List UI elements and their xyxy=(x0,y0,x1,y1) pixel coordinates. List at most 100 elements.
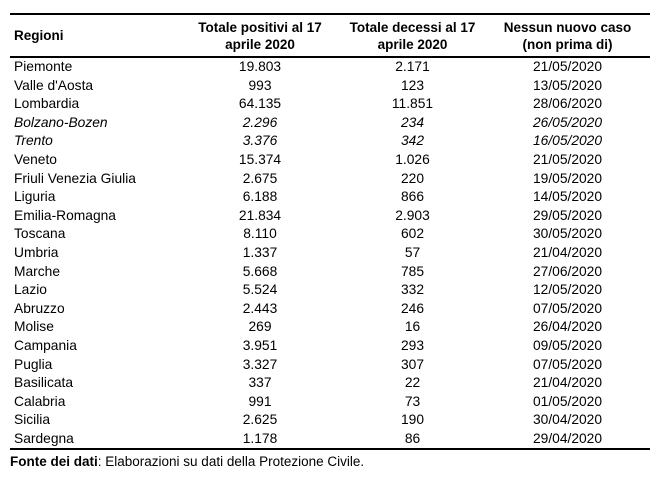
positivi-cell: 993 xyxy=(248,77,272,93)
date-cell: 16/05/2020 xyxy=(532,133,603,149)
table-row: Puglia 3.327 307 07/05/2020 xyxy=(10,356,650,375)
table-row: Calabria 991 73 01/05/2020 xyxy=(10,393,650,412)
date-cell: 07/05/2020 xyxy=(532,356,603,372)
column-header-label: Nessun nuovo caso xyxy=(503,19,632,35)
regions-table-container: Regioni Totale positivi al 17 aprile 202… xyxy=(10,13,650,470)
table-row: Umbria 1.337 57 21/04/2020 xyxy=(10,244,650,263)
table-row: Trento 3.376 342 16/05/2020 xyxy=(10,132,650,151)
positivi-cell: 1.337 xyxy=(242,244,278,260)
date-cell: 28/06/2020 xyxy=(532,96,603,112)
table-row: Toscana 8.110 602 30/05/2020 xyxy=(10,225,650,244)
decessi-cell: 86 xyxy=(404,430,421,446)
decessi-cell: 57 xyxy=(404,244,421,260)
positivi-cell: 3.376 xyxy=(242,133,278,149)
positivi-cell: 64.135 xyxy=(238,96,282,112)
decessi-cell: 123 xyxy=(400,77,425,93)
decessi-cell: 234 xyxy=(400,114,425,130)
region-cell: Basilicata xyxy=(14,375,74,391)
decessi-cell: 332 xyxy=(400,282,425,298)
table-row: Bolzano-Bozen 2.296 234 26/05/2020 xyxy=(10,114,650,133)
decessi-cell: 2.903 xyxy=(395,207,430,223)
column-header-totale-decessi: Totale decessi al 17 aprile 2020 xyxy=(340,14,485,58)
positivi-cell: 991 xyxy=(248,393,272,409)
date-cell: 09/05/2020 xyxy=(532,337,603,353)
column-header-totale-positivi: Totale positivi al 17 aprile 2020 xyxy=(180,14,340,58)
table-row: Campania 3.951 293 09/05/2020 xyxy=(10,337,650,356)
table-row: Veneto 15.374 1.026 21/05/2020 xyxy=(10,151,650,170)
decessi-cell: 16 xyxy=(404,319,421,335)
table-row: Molise 269 16 26/04/2020 xyxy=(10,318,650,337)
column-header-label: aprile 2020 xyxy=(225,36,295,52)
table-row: Piemonte 19.803 2.171 21/05/2020 xyxy=(10,57,650,77)
positivi-cell: 5.524 xyxy=(242,282,278,298)
decessi-cell: 342 xyxy=(400,133,425,149)
region-cell: Liguria xyxy=(14,189,56,205)
column-header-label: Totale decessi al 17 xyxy=(349,19,476,35)
date-cell: 30/04/2020 xyxy=(532,412,603,428)
header-row: Regioni Totale positivi al 17 aprile 202… xyxy=(10,14,650,58)
date-cell: 12/05/2020 xyxy=(532,282,603,298)
region-cell: Sicilia xyxy=(14,412,51,428)
positivi-cell: 1.178 xyxy=(242,430,278,446)
positivi-cell: 269 xyxy=(248,319,272,335)
date-cell: 01/05/2020 xyxy=(532,393,603,409)
positivi-cell: 2.443 xyxy=(242,300,278,316)
date-cell: 26/04/2020 xyxy=(532,319,603,335)
positivi-cell: 8.110 xyxy=(243,226,277,242)
column-header-nessun-nuovo-caso: Nessun nuovo caso (non prima di) xyxy=(485,14,650,58)
decessi-cell: 2.171 xyxy=(395,59,430,74)
positivi-cell: 2.675 xyxy=(242,170,278,186)
table-header: Regioni Totale positivi al 17 aprile 202… xyxy=(10,14,650,58)
column-header-label: aprile 2020 xyxy=(377,36,448,52)
table-row: Liguria 6.188 866 14/05/2020 xyxy=(10,188,650,207)
decessi-cell: 866 xyxy=(400,189,425,205)
date-cell: 07/05/2020 xyxy=(532,300,603,316)
positivi-cell: 15.374 xyxy=(238,151,282,167)
column-header-regioni: Regioni xyxy=(10,14,180,58)
column-header-label: (non prima di) xyxy=(522,36,613,52)
date-cell: 27/06/2020 xyxy=(532,263,603,279)
decessi-cell: 73 xyxy=(404,393,421,409)
region-cell: Sardegna xyxy=(14,430,74,446)
date-cell: 21/04/2020 xyxy=(532,244,603,260)
positivi-cell: 3.951 xyxy=(242,337,278,353)
regions-data-table: Regioni Totale positivi al 17 aprile 202… xyxy=(10,13,650,451)
decessi-cell: 220 xyxy=(400,170,425,186)
region-cell: Calabria xyxy=(14,393,66,409)
decessi-cell: 22 xyxy=(404,375,421,391)
date-cell: 19/05/2020 xyxy=(532,170,603,186)
date-cell: 21/04/2020 xyxy=(532,375,603,391)
date-cell: 29/04/2020 xyxy=(532,430,603,446)
region-cell: Bolzano-Bozen xyxy=(14,114,108,130)
decessi-cell: 1.026 xyxy=(395,151,430,167)
table-row: Sardegna 1.178 86 29/04/2020 xyxy=(10,430,650,450)
region-cell: Piemonte xyxy=(14,59,73,74)
date-cell: 30/05/2020 xyxy=(532,226,603,242)
table-row: Marche 5.668 785 27/06/2020 xyxy=(10,263,650,282)
positivi-cell: 2.296 xyxy=(242,114,278,130)
source-note-text: : Elaborazioni su dati della Protezione … xyxy=(97,454,365,470)
region-cell: Lazio xyxy=(14,282,47,298)
table-row: Lombardia 64.135 11.851 28/06/2020 xyxy=(10,95,650,114)
source-note-label: Fonte dei dati xyxy=(10,454,98,470)
region-cell: Molise xyxy=(14,319,54,335)
decessi-cell: 785 xyxy=(400,263,425,279)
region-cell: Marche xyxy=(14,263,61,279)
region-cell: Toscana xyxy=(14,226,66,242)
positivi-cell: 21.834 xyxy=(238,207,282,223)
column-header-label: Totale positivi al 17 xyxy=(198,19,322,35)
table-row: Friuli Venezia Giulia 2.675 220 19/05/2020 xyxy=(10,170,650,189)
decessi-cell: 246 xyxy=(400,300,425,316)
positivi-cell: 19.803 xyxy=(238,59,282,74)
positivi-cell: 2.625 xyxy=(242,412,278,428)
table-row: Emilia-Romagna 21.834 2.903 29/05/2020 xyxy=(10,207,650,226)
positivi-cell: 3.327 xyxy=(242,356,278,372)
decessi-cell: 293 xyxy=(400,337,425,353)
decessi-cell: 307 xyxy=(400,356,425,372)
date-cell: 21/05/2020 xyxy=(532,59,603,74)
table-body: Piemonte 19.803 2.171 21/05/2020 Valle d'Aos… xyxy=(10,57,650,449)
table-row: Lazio 5.524 332 12/05/2020 xyxy=(10,281,650,300)
date-cell: 14/05/2020 xyxy=(532,189,603,205)
region-cell: Trento xyxy=(14,133,53,149)
region-cell: Abruzzo xyxy=(14,300,65,316)
